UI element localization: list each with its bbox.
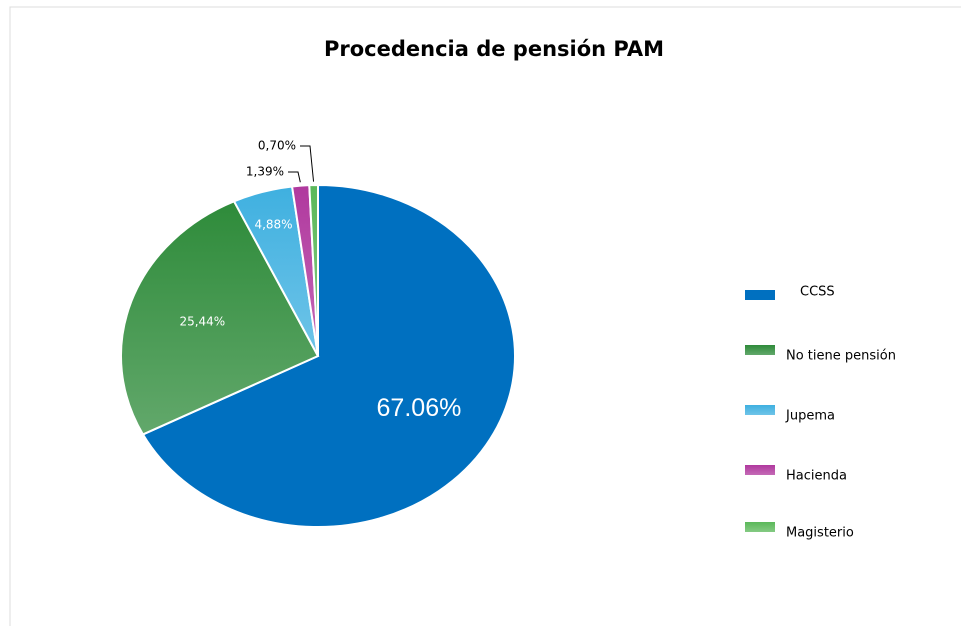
leader-line xyxy=(300,145,315,182)
data-label: 0,70% xyxy=(258,139,296,153)
leader-line xyxy=(288,171,301,183)
legend-label: Magisterio xyxy=(786,526,854,541)
legend-swatch xyxy=(745,405,775,415)
legend-swatch xyxy=(745,290,775,300)
legend-label: No tiene pensión xyxy=(786,349,896,364)
data-label: 4,88% xyxy=(254,217,292,231)
pie-slice xyxy=(120,200,320,436)
legend-label: Hacienda xyxy=(786,469,847,484)
pie-slice xyxy=(308,183,319,357)
legend-swatch xyxy=(745,522,775,532)
data-label: 1,39% xyxy=(246,165,284,179)
data-label: 67.06% xyxy=(377,394,462,422)
chart-title: Procedencia de pensión PAM xyxy=(324,37,664,61)
data-label: 25,44% xyxy=(179,314,225,328)
legend-label: CCSS xyxy=(800,285,835,300)
pie-slice xyxy=(141,183,516,528)
legend-label: Jupema xyxy=(785,409,835,424)
legend-swatch xyxy=(745,465,775,475)
legend-swatch xyxy=(745,345,775,355)
